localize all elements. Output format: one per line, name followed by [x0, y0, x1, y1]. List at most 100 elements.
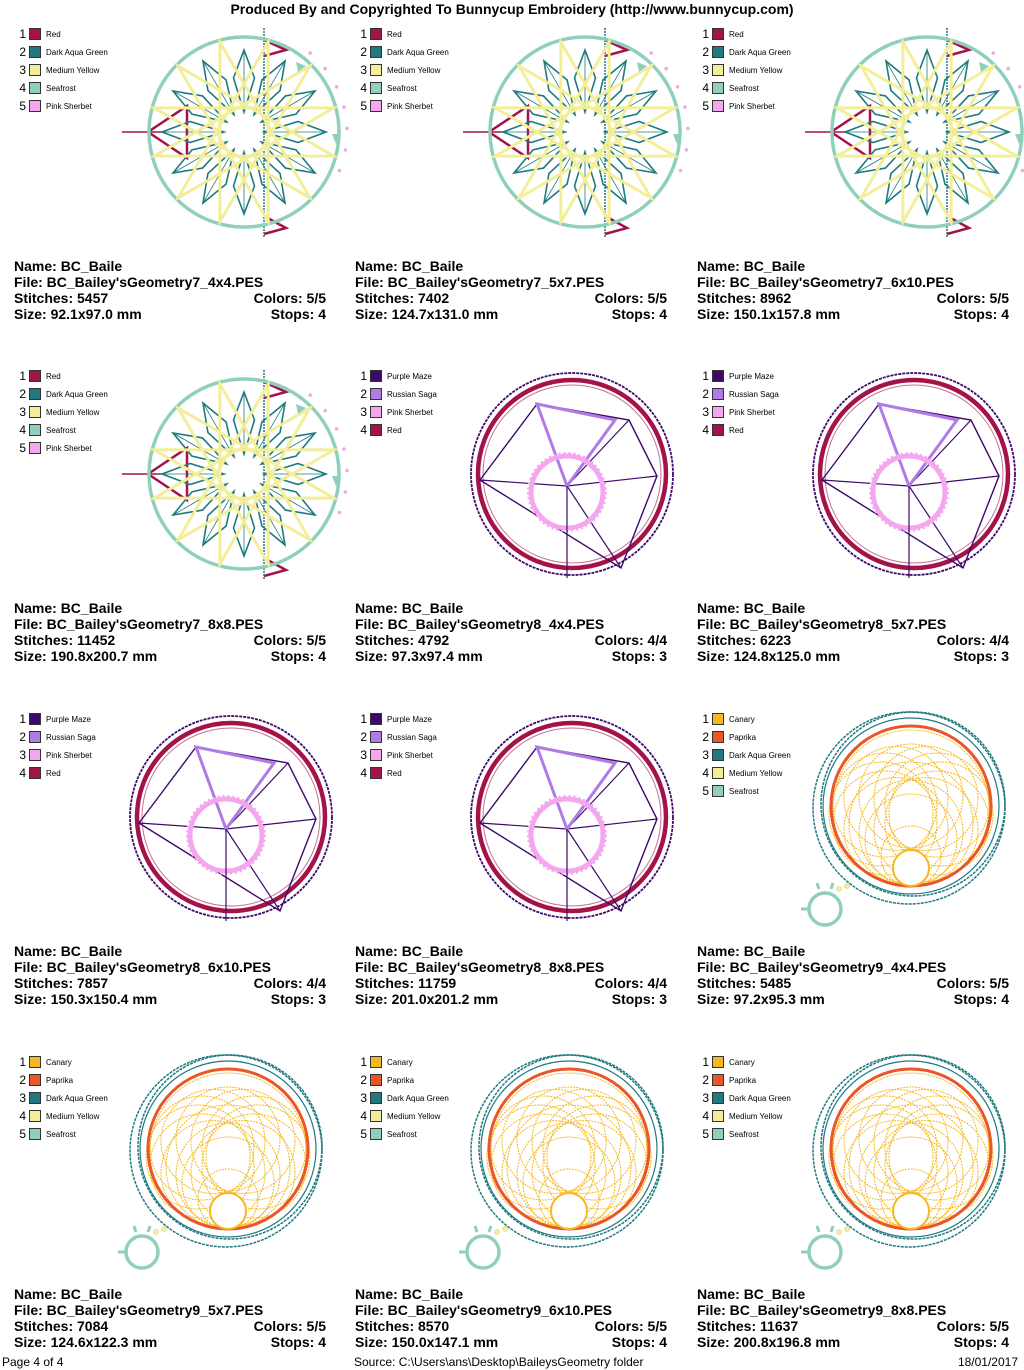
- design-info: Name: BC_Baile File: BC_Bailey'sGeometry9…: [697, 943, 1009, 1007]
- red-ring: [475, 377, 669, 571]
- design-card: 1 Red 2 Dark Aqua Green 3 Medium Yellow 4 Seafr…: [697, 0, 1024, 330]
- legend-number: 2: [19, 45, 26, 59]
- colors-label: Colors:: [936, 1318, 986, 1334]
- legend-swatch: [370, 1074, 382, 1086]
- legend-number: 2: [19, 387, 26, 401]
- legend-number: 4: [360, 81, 367, 95]
- file-label: File:: [14, 1302, 43, 1318]
- file-line: File: BC_Bailey'sGeometry9_8x8.PES: [697, 1302, 1009, 1318]
- legend-color-name: Red: [46, 769, 61, 778]
- page-footer: Page 4 of 4 Source: C:\Users\ans\Desktop…: [0, 1354, 1024, 1370]
- legend-color-name: Seafrost: [46, 426, 76, 435]
- red-ring-inner: [141, 727, 321, 907]
- legend-number: 1: [702, 712, 709, 726]
- seafrost-tick: [146, 1225, 152, 1233]
- legend-number: 3: [702, 1091, 709, 1105]
- purple-spoke: [908, 485, 964, 569]
- stitches-label: Stitches:: [355, 975, 415, 991]
- red-ring: [475, 720, 669, 914]
- purple-spoke: [908, 475, 1000, 487]
- legend-color-name: Medium Yellow: [387, 1112, 441, 1121]
- legend-number: 2: [360, 1073, 367, 1087]
- legend-color-name: Dark Aqua Green: [46, 1094, 108, 1103]
- purple-spoke: [821, 479, 910, 487]
- canary-web: [828, 729, 994, 887]
- legend-swatch: [370, 749, 382, 761]
- name-label: Name:: [355, 258, 398, 274]
- legend-swatch: [712, 388, 724, 400]
- embroidery-design-preview: [463, 28, 690, 238]
- aqua-diamond: [258, 140, 317, 175]
- size-line: Size: 150.0x147.1 mm Stops: 4: [355, 1334, 667, 1350]
- file-name: BC_Bailey'sGeometry7_4x4.PES: [46, 274, 264, 290]
- design-name: BC_Baile: [743, 943, 806, 959]
- legend-color-name: Seafrost: [387, 84, 417, 93]
- legend-swatch: [712, 1128, 724, 1140]
- red-ring-inner: [482, 384, 662, 564]
- legend-number: 4: [19, 1109, 26, 1123]
- design-card: 1 Purple Maze 2 Russian Saga 3 Pink Sherbet 4 R…: [697, 342, 1024, 672]
- color-count: 5/5: [989, 975, 1009, 991]
- color-count: 5/5: [306, 1318, 326, 1334]
- legend-swatch: [712, 82, 724, 94]
- yellow-dot: [836, 886, 842, 892]
- legend-swatch: [29, 1074, 41, 1086]
- yellow-dot: [502, 1226, 508, 1232]
- design-info: Name: BC_Baile File: BC_Bailey'sGeometry7…: [697, 258, 1009, 322]
- file-label: File:: [14, 274, 43, 290]
- size-line: Size: 124.7x131.0 mm Stops: 4: [355, 306, 667, 322]
- legend-number: 4: [702, 1109, 709, 1123]
- legend-color-name: Red: [387, 30, 402, 39]
- seafrost-tick: [829, 882, 835, 890]
- legend-swatch: [370, 64, 382, 76]
- legend-swatch: [712, 713, 724, 725]
- file-label: File:: [14, 616, 43, 632]
- size-label: Size:: [14, 1334, 47, 1350]
- legend-swatch: [370, 406, 382, 418]
- legend-swatch: [29, 388, 41, 400]
- legend-color-name: Paprika: [46, 1076, 74, 1085]
- stitch-count: 11637: [760, 1318, 799, 1334]
- name-label: Name:: [355, 600, 398, 616]
- colors-label: Colors:: [936, 632, 986, 648]
- pink-dot: [343, 148, 348, 152]
- legend-swatch: [370, 1110, 382, 1122]
- legend-number: 3: [19, 1091, 26, 1105]
- aqua-diamond: [252, 401, 287, 460]
- legend-number: 5: [19, 441, 26, 455]
- file-label: File:: [14, 959, 43, 975]
- legend-number: 3: [702, 405, 709, 419]
- stop-count: 4: [659, 306, 667, 322]
- name-label: Name:: [697, 1286, 740, 1302]
- legend-number: 3: [19, 63, 26, 77]
- design-name: BC_Baile: [401, 943, 464, 959]
- legend-color-name: Paprika: [387, 1076, 415, 1085]
- embroidery-design-preview: [470, 715, 674, 921]
- stops-value-wrap: Stops: 3: [954, 648, 1009, 664]
- aqua-ring: [820, 1054, 1006, 1240]
- purple-spoke: [566, 762, 630, 830]
- stitches-label: Stitches:: [14, 632, 74, 648]
- aqua-diamond: [854, 140, 913, 175]
- legend-swatch: [712, 100, 724, 112]
- aqua-diamond: [599, 89, 658, 124]
- stop-count: 3: [318, 991, 326, 1007]
- stitch-count: 7857: [77, 975, 109, 991]
- colors-value-wrap: Colors: 4/4: [937, 632, 1009, 648]
- pink-dot: [308, 393, 313, 397]
- file-line: File: BC_Bailey'sGeometry8_4x4.PES: [355, 616, 667, 632]
- name-line: Name: BC_Baile: [355, 943, 667, 959]
- canary-circle: [145, 1104, 251, 1210]
- yellow-star: [489, 36, 681, 228]
- aqua-diamond: [258, 431, 317, 466]
- design-name: BC_Baile: [743, 258, 806, 274]
- colors-value-wrap: Colors: 5/5: [595, 1318, 667, 1334]
- legend-number: 1: [19, 369, 26, 383]
- embroidery-design-preview: [122, 370, 349, 580]
- legend-color-name: Pink Sherbet: [46, 751, 92, 760]
- legend-number: 1: [19, 712, 26, 726]
- legend-color-name: Canary: [729, 1058, 755, 1067]
- stops-label: Stops:: [270, 1334, 315, 1350]
- color-count: 4/4: [989, 632, 1009, 648]
- name-line: Name: BC_Baile: [14, 943, 326, 959]
